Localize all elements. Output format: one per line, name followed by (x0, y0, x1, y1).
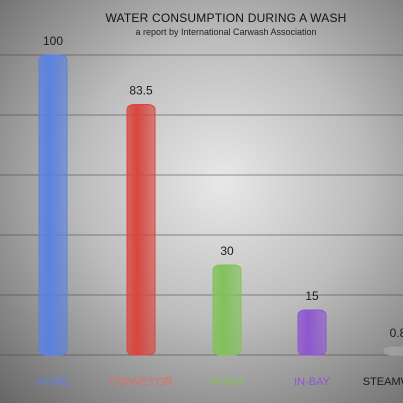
bar-in-bay-3 (297, 309, 327, 356)
category-label-2: IN-BAY (209, 376, 246, 388)
data-labels: 100 83.5 30 15 0.8 (43, 34, 403, 340)
category-label-1: CONVEYOR (110, 376, 173, 388)
chart-subtitle: a report by International Carwash Associ… (135, 27, 316, 37)
bars (38, 54, 403, 356)
category-labels: HOME CONVEYOR IN-BAY IN-BAY STEAMWASH (37, 376, 403, 388)
data-label-4: 0.8 (390, 326, 403, 340)
bar-in-bay-2 (212, 264, 242, 356)
data-label-3: 15 (305, 289, 319, 303)
data-label-2: 30 (220, 244, 234, 258)
bar-home-0 (38, 54, 68, 356)
data-label-1: 83.5 (129, 84, 153, 98)
data-label-0: 100 (43, 34, 63, 48)
category-label-3: IN-BAY (294, 376, 331, 388)
chart-title: WATER CONSUMPTION DURING A WASH (105, 11, 346, 25)
bar-steamwash-4 (383, 346, 403, 356)
category-label-4: STEAMWASH (363, 376, 403, 388)
category-label-0: HOME (37, 376, 70, 388)
bar-conveyor-1 (126, 104, 156, 356)
